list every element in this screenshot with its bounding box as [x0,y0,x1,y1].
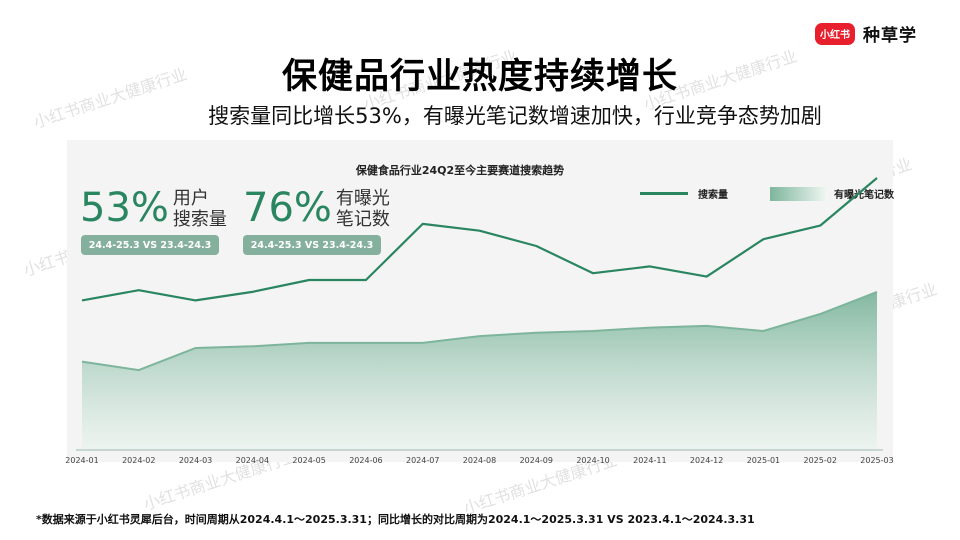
series-area-notes [82,291,877,450]
brand-badge: 小红书 [815,22,855,45]
page-subtitle: 搜索量同比增长53%，有曝光笔记数增速加快，行业竞争态势加剧 [208,104,822,128]
stat-value: 53% [80,185,169,231]
series-line-search [81,177,878,302]
x-tick-label: 2024-09 [520,456,553,465]
stat-label-line1: 用户 [172,188,209,209]
stat-label: 用户 搜索量 [173,188,233,230]
x-tick-label: 2024-01 [65,456,98,465]
x-tick-label: 2025-02 [803,456,836,465]
x-tick-label: 2025-03 [860,456,893,465]
legend-swatch-line [640,192,688,195]
legend-label-search: 搜索量 [698,190,728,201]
stat-label: 有曝光 笔记数 [336,188,396,230]
x-tick-label: 2024-04 [236,456,269,465]
page-title: 保健品行业热度持续增长 [281,57,678,97]
stat-label-line1: 有曝光 [335,188,390,209]
stat-period-badge: 24.4-25.3 VS 23.4-24.3 [243,235,381,255]
x-tick-label: 2024-06 [349,456,382,465]
stat-search: 53% 用户 搜索量 [80,186,233,230]
x-tick-label: 2024-02 [122,456,155,465]
x-tick-label: 2024-05 [292,456,325,465]
brand-logo: 小红书 种草学 [815,21,917,46]
stat-label-line2: 笔记数 [335,209,390,230]
brand-name: 种草学 [863,26,917,46]
stat-period-badge: 24.4-25.3 VS 23.4-24.3 [81,235,219,255]
footnote: *数据来源于小红书灵犀后台，时间周期从2024.4.1～2025.3.31；同比… [36,513,755,526]
legend-swatch-area [770,186,826,201]
x-tick-label: 2025-01 [747,456,780,465]
stat-value: 76% [243,185,332,231]
x-tick-label: 2024-12 [690,456,723,465]
chart-legend: 搜索量 有曝光笔记数 [640,186,894,201]
stat-notes: 76% 有曝光 笔记数 [243,186,396,230]
x-tick-label: 2024-10 [576,456,609,465]
chart-title: 保健食品行业24Q2至今主要赛道搜索趋势 [355,164,565,177]
x-tick-label: 2024-07 [406,456,439,465]
x-tick-label: 2024-08 [463,456,496,465]
x-tick-label: 2024-11 [633,456,666,465]
stat-label-line2: 搜索量 [172,209,227,230]
legend-label-notes: 有曝光笔记数 [834,190,894,201]
x-tick-label: 2024-03 [179,456,212,465]
